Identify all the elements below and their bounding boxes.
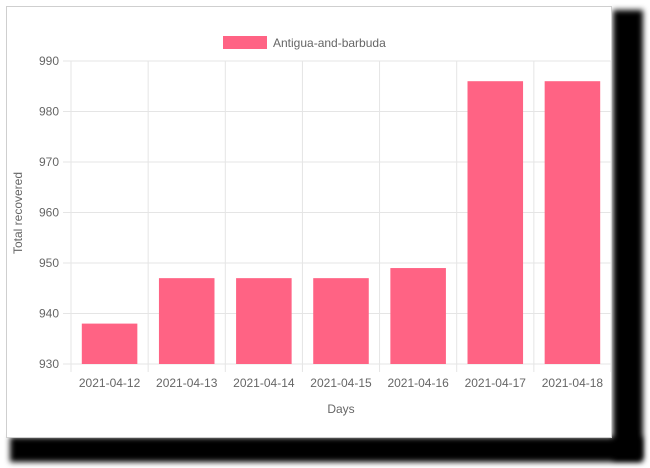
chart-card: 930 940 950 960 970 980 990 2021-04-12 2021-04-1… (6, 6, 612, 438)
y-axis-label: Total recovered (11, 172, 25, 254)
x-tick-label: 2021-04-12 (79, 376, 141, 390)
y-tick-label: 980 (39, 105, 59, 119)
bar[interactable] (236, 278, 292, 364)
legend[interactable]: Antigua-and-barbuda (223, 36, 386, 50)
x-tick-label: 2021-04-17 (465, 376, 527, 390)
y-tick-label: 990 (39, 54, 59, 68)
legend-swatch (223, 36, 267, 49)
legend-label: Antigua-and-barbuda (273, 36, 386, 50)
x-tick-label: 2021-04-14 (233, 376, 295, 390)
axes: 930 940 950 960 970 980 990 2021-04-12 2021-04-1… (39, 54, 603, 390)
bar[interactable] (81, 323, 138, 364)
frame-shadow-bottom (10, 437, 642, 462)
x-axis-label: Days (327, 402, 354, 416)
bar[interactable] (544, 81, 601, 364)
bar[interactable] (390, 268, 446, 364)
y-tick-label: 930 (39, 357, 59, 371)
bar-chart: 930 940 950 960 970 980 990 2021-04-12 2021-04-1… (11, 36, 612, 416)
bar[interactable] (467, 81, 524, 364)
y-tick-label: 970 (39, 155, 59, 169)
bar[interactable] (158, 278, 215, 364)
y-tick-label: 950 (39, 256, 59, 270)
x-tick-label: 2021-04-13 (156, 376, 218, 390)
frame-shadow-right (613, 10, 643, 460)
bars (81, 81, 601, 364)
bar[interactable] (313, 278, 369, 364)
x-tick-label: 2021-04-16 (387, 376, 449, 390)
y-tick-label: 960 (39, 206, 59, 220)
y-tick-label: 940 (39, 307, 59, 321)
x-tick-label: 2021-04-18 (542, 376, 604, 390)
grid-lines (63, 60, 612, 372)
x-tick-label: 2021-04-15 (310, 376, 372, 390)
